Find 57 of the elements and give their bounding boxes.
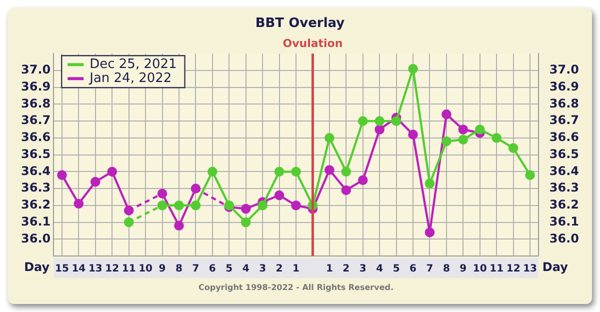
y-tick-label: 36.4 [21,164,51,178]
x-tick-label: 8 [176,264,182,275]
text: Day [24,260,50,274]
x-tick-label: 7 [192,264,200,275]
y2-tick-label: 36.5 [549,146,579,161]
y-tick-label: 36.7 [21,113,51,128]
y2-tick-label: 36.0 [549,231,579,246]
x-tick-label: 9 [460,264,467,275]
x-tick-label: 2 [342,264,350,275]
legend-label: Jan 24, 2022 [88,70,172,86]
y-tick-label: 36.1 [21,214,51,228]
y2-tick-label: 36.7 [549,113,579,128]
y-tick-label: 36.0 [21,231,51,246]
legend-label: Dec 25, 2021 [90,56,177,72]
y2-tick-label: 36.2 [549,198,579,212]
x-axis-title: Day [542,260,568,274]
x-tick-label: 12 [506,264,520,275]
x-tick-label: 13 [88,264,102,275]
x-tick-label: 4 [376,264,384,275]
y-tick-label: 37.0 [21,62,51,77]
x-tick-label: 8 [442,264,450,275]
x-tick-label: 5 [392,264,400,275]
chart-title: BBT Overlay [255,16,346,32]
x-tick-label: 15 [55,264,69,275]
x-tick-label: 1 [292,264,300,275]
x-tick-label: 10 [138,264,153,275]
y2-tick-label: 36.8 [549,96,579,110]
y-tick-label: 36.3 [21,180,51,195]
y-tick-label: 36.8 [21,96,51,110]
y2-tick-label: 37.0 [549,62,579,77]
x-tick-label: 7 [426,264,434,275]
x-tick-label: 6 [208,264,216,275]
y-tick-label: 36.9 [21,79,51,94]
y2-tick-label: 36.6 [549,130,579,144]
text: Copyright 1998-2022 - All Rights Reserved. [198,283,394,292]
x-tick-label: 11 [490,264,504,275]
x-tick-label: 6 [410,264,417,275]
x-tick-label: 12 [105,264,120,275]
x-tick-label: 11 [122,264,136,275]
x-tick-label: 10 [472,264,487,275]
ref-line-label: Ovulation [282,36,343,50]
y2-tick-label: 36.9 [549,79,579,94]
x-tick-label: 2 [276,264,283,275]
x-tick-label: 4 [242,264,250,275]
x-tick-label: 3 [359,264,366,275]
y2-tick-label: 36.1 [549,214,579,228]
y2-tick-label: 36.4 [549,164,579,178]
x-tick-label: 14 [72,264,86,275]
y-tick-label: 36.6 [21,130,51,144]
x-tick-label: 9 [158,264,166,275]
y2-tick-label: 36.3 [549,180,579,195]
y-tick-label: 36.5 [21,146,51,161]
x-tick-label: 1 [326,264,333,275]
x-tick-label: 5 [226,264,233,275]
x-tick-label: 13 [523,264,538,275]
x-tick-label: 3 [259,264,266,275]
y-tick-label: 36.2 [21,198,51,212]
